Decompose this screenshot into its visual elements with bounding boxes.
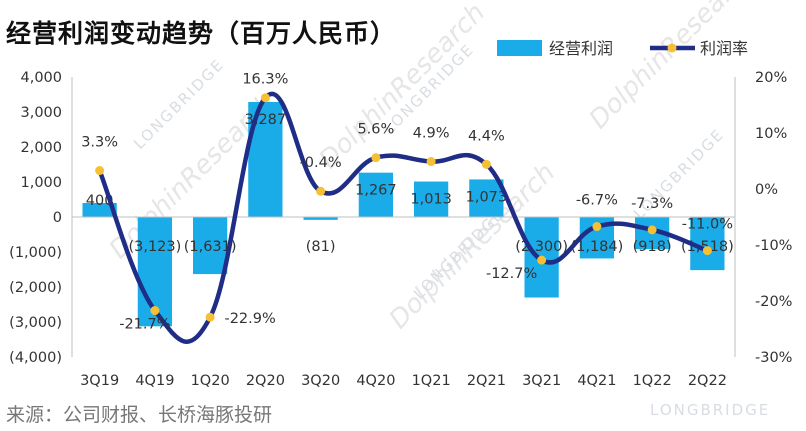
bar-data-label: (81) [306,239,336,255]
margin-line [97,91,710,344]
x-tick-label: 1Q22 [633,373,672,389]
x-tick-label: 4Q20 [356,373,395,389]
left-tick-label: 3,000 [20,105,62,121]
x-tick-label: 3Q21 [522,373,561,389]
x-tick-label: 3Q20 [301,373,340,389]
legend-swatch-bars [497,40,542,56]
right-tick-label: 0% [755,182,778,198]
margin-data-label: -21.7% [119,317,170,333]
bar-data-label: 1,013 [410,192,452,208]
margin-point-1q21 [426,157,436,167]
watermark-brand-footer: LONGBRIDGE [650,401,770,419]
left-tick-label: (4,000) [9,350,62,366]
x-tick-label: 4Q21 [577,373,616,389]
margin-data-label: -12.7% [486,266,537,282]
margin-point-2q20 [260,93,270,103]
margin-data-label: -22.9% [224,311,275,327]
margin-data-label: 16.3% [242,72,288,88]
bar-data-label: (918) [633,239,672,255]
bar-data-label: 1,267 [355,183,397,199]
margin-data-label: 4.9% [413,126,450,142]
margin-point-4q21 [592,222,602,232]
margin-point-4q20 [371,153,381,163]
legend-label-bars: 经营利润 [549,39,613,58]
bar-data-label: (3,123) [128,239,181,255]
bar-3q20 [303,217,338,220]
left-tick-label: 2,000 [20,140,62,156]
margin-data-label: -11.0% [682,217,733,233]
watermark-text: DolphinResearch [314,0,491,175]
bar-data-label: 1,073 [466,189,508,205]
left-tick-label: 1,000 [20,175,62,191]
margin-data-label: 4.4% [468,128,505,144]
margin-point-3q20 [316,186,326,196]
chart-title: 经营利润变动趋势（百万人民币） [6,19,397,48]
bar-data-label: (1,184) [570,239,623,255]
bar-data-label: (2,300) [515,239,568,255]
x-tick-label: 2Q21 [467,373,506,389]
x-tick-label: 2Q22 [688,373,727,389]
margin-point-1q20 [205,312,215,322]
bar-2q21 [469,179,504,217]
margin-data-label: -0.4% [300,155,342,171]
margin-data-label: 5.6% [357,122,394,138]
watermark-brand: LONGBRIDGE [410,205,508,303]
margin-point-4q19 [150,306,160,316]
left-tick-label: (1,000) [9,245,62,261]
margin-data-label: 3.3% [81,135,118,151]
bar-data-label: (1,631) [184,239,237,255]
right-tick-label: 20% [755,70,787,86]
bar-data-label: 3,287 [245,112,287,128]
x-tick-label: 1Q20 [191,373,230,389]
x-tick-label: 4Q19 [135,373,174,389]
bar-4q20 [358,172,394,217]
x-tick-label: 2Q20 [246,373,285,389]
bar-3q19 [82,203,117,217]
margin-point-1q22 [647,225,657,235]
margin-point-2q21 [481,159,491,169]
left-tick-label: (2,000) [9,280,62,296]
source-note: 来源：公司财报、长桥海豚投研 [6,404,273,426]
right-tick-label: -20% [755,294,792,310]
left-tick-label: 4,000 [20,70,62,86]
bar-1q20 [192,217,228,275]
legend-marker-line [667,43,677,53]
margin-data-label: -6.7% [576,193,618,209]
bar-1q21 [413,181,449,217]
x-tick-label: 3Q19 [80,373,119,389]
right-tick-label: -10% [755,238,792,254]
x-tick-label: 1Q21 [412,373,451,389]
legend-label-line: 利润率 [700,39,748,58]
margin-point-2q22 [702,246,712,256]
right-tick-label: 10% [755,126,787,142]
margin-data-label: -7.3% [631,196,673,212]
right-tick-label: -30% [755,350,792,366]
margin-point-3q21 [537,255,547,265]
margin-point-3q19 [95,166,105,176]
left-tick-label: 0 [53,210,62,226]
left-tick-label: (3,000) [9,315,62,331]
